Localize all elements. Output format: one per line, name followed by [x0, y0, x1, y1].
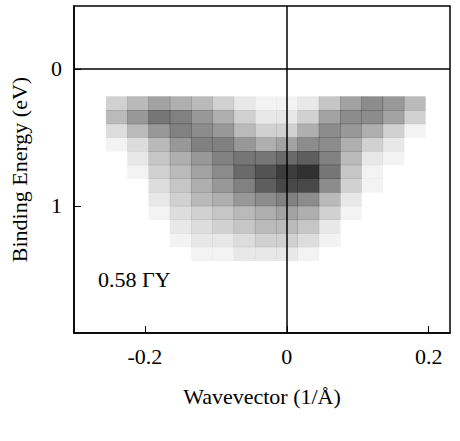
svg-text:0: 0 [281, 344, 292, 369]
svg-text:1: 1 [51, 193, 62, 218]
svg-text:-0.2: -0.2 [128, 344, 163, 369]
svg-text:0.58 ΓY: 0.58 ΓY [98, 267, 171, 292]
svg-text:0: 0 [51, 56, 62, 81]
svg-text:0.2: 0.2 [415, 344, 443, 369]
svg-text:Wavevector (1/Å): Wavevector (1/Å) [183, 384, 341, 409]
svg-text:Binding Energy (eV): Binding Energy (eV) [7, 77, 32, 262]
